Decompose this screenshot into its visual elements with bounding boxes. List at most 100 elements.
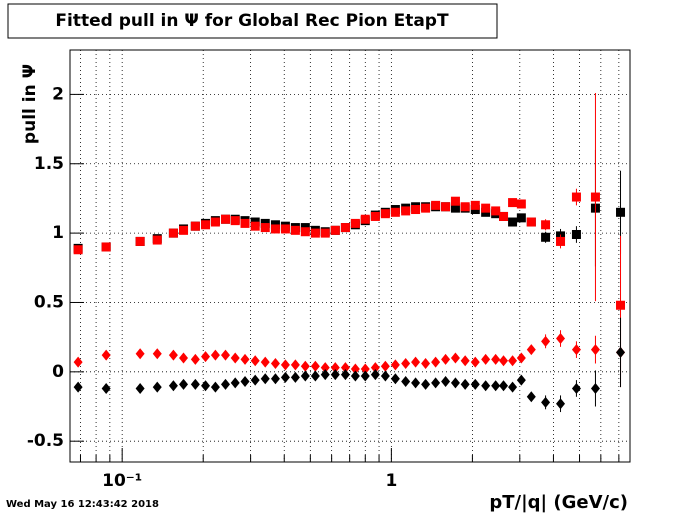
diamond-marker [380, 360, 390, 372]
diamond-marker [290, 359, 300, 371]
diamond-marker [310, 370, 320, 382]
square-marker [350, 218, 360, 228]
diamond-marker [491, 380, 501, 392]
square-marker [260, 223, 270, 233]
diamond-marker [590, 344, 600, 356]
square-marker [210, 217, 220, 227]
square-marker [541, 232, 551, 242]
diamond-marker [73, 381, 83, 393]
square-marker [135, 236, 145, 246]
diamond-marker [280, 359, 290, 371]
diamond-marker [300, 360, 310, 372]
y-axis-label: pull in Ψ [20, 64, 40, 144]
diamond-marker [340, 362, 350, 374]
diamond-marker [152, 381, 162, 393]
square-marker [571, 192, 581, 202]
diamond-marker [508, 355, 518, 367]
square-marker [73, 245, 83, 255]
square-marker [431, 200, 441, 210]
square-marker [616, 207, 626, 217]
diamond-marker [210, 349, 220, 361]
square-marker [450, 203, 460, 213]
diamond-marker [230, 352, 240, 364]
square-marker [470, 200, 480, 210]
diamond-marker [250, 374, 260, 386]
square-marker [300, 227, 310, 237]
diamond-marker [431, 356, 441, 368]
diamond-marker [270, 373, 280, 385]
square-marker [516, 199, 526, 209]
diamond-marker [270, 358, 280, 370]
diamond-marker [499, 380, 509, 392]
diamond-marker [516, 374, 526, 386]
diamond-marker [101, 382, 111, 394]
square-marker [516, 213, 526, 223]
square-marker [450, 196, 460, 206]
diamond-marker [481, 353, 491, 365]
diamond-marker [220, 378, 230, 390]
square-marker [250, 221, 260, 231]
diamond-marker [190, 353, 200, 365]
diamond-marker [320, 369, 330, 381]
diamond-marker [300, 370, 310, 382]
y-tick-label: 2 [52, 84, 64, 104]
x-tick-label: 1 [385, 471, 397, 491]
diamond-marker [450, 377, 460, 389]
square-marker [190, 221, 200, 231]
square-marker [421, 203, 431, 213]
diamond-marker [370, 369, 380, 381]
diamond-marker [168, 380, 178, 392]
diamond-marker [101, 349, 111, 361]
diamond-marker [260, 356, 270, 368]
diamond-marker [401, 358, 411, 370]
square-marker [101, 242, 111, 252]
diamond-marker [135, 382, 145, 394]
square-marker [508, 217, 518, 227]
diamond-marker [73, 356, 83, 368]
diamond-marker [441, 376, 451, 388]
diamond-marker [541, 396, 551, 408]
diamond-marker [616, 346, 626, 358]
diamond-marker [280, 371, 290, 383]
diamond-marker [411, 356, 421, 368]
diamond-marker [350, 363, 360, 375]
diamond-marker [460, 355, 470, 367]
square-marker [240, 218, 250, 228]
diamond-marker [481, 380, 491, 392]
diamond-marker [220, 349, 230, 361]
title-box [7, 3, 498, 39]
diamond-marker [250, 355, 260, 367]
diamond-marker [370, 362, 380, 374]
square-marker [401, 206, 411, 216]
square-marker [320, 228, 330, 238]
square-marker [390, 207, 400, 217]
diamond-marker [541, 335, 551, 347]
diamond-marker [526, 344, 536, 356]
diamond-marker [135, 348, 145, 360]
square-marker [508, 198, 518, 208]
y-tick-label: 1 [52, 223, 64, 243]
diamond-marker [411, 377, 421, 389]
diamond-marker [230, 377, 240, 389]
diamond-marker [470, 378, 480, 390]
diamond-marker [431, 377, 441, 389]
square-marker [481, 203, 491, 213]
diamond-marker [179, 378, 189, 390]
diamond-marker [508, 381, 518, 393]
square-marker [360, 214, 370, 224]
square-marker [330, 225, 340, 235]
diamond-marker [152, 348, 162, 360]
diamond-marker [460, 378, 470, 390]
diamond-marker [360, 370, 370, 382]
diamond-marker [210, 381, 220, 393]
diamond-marker [310, 360, 320, 372]
diamond-marker [260, 373, 270, 385]
diamond-marker [201, 351, 211, 363]
square-marker [571, 229, 581, 239]
square-marker [270, 224, 280, 234]
square-marker [280, 224, 290, 234]
square-marker [526, 217, 536, 227]
square-marker [491, 206, 501, 216]
diamond-marker [590, 382, 600, 394]
square-marker [179, 225, 189, 235]
